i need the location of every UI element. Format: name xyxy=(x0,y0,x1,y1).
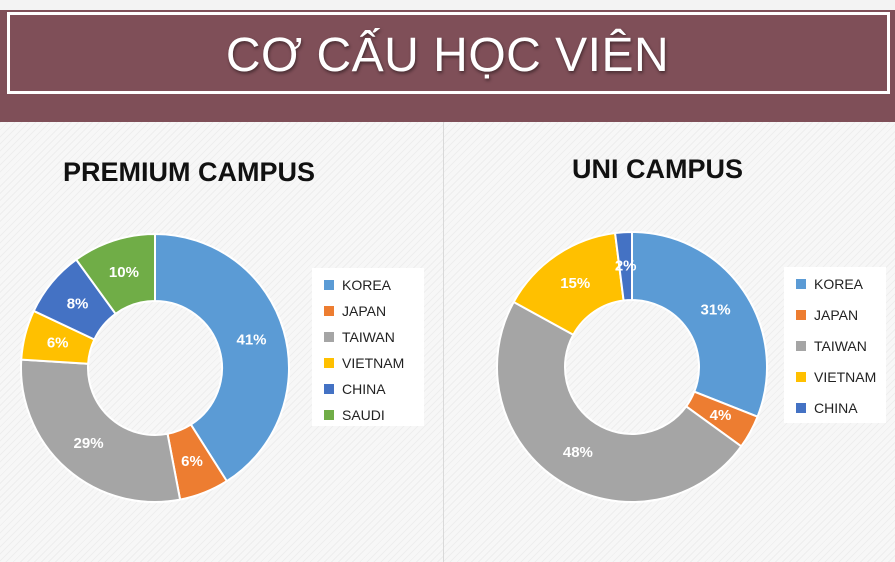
uni-legend-label-china: CHINA xyxy=(814,400,858,416)
premium-data-label-saudi: 10% xyxy=(109,264,139,281)
premium-legend-swatch-japan xyxy=(324,306,334,316)
premium-legend-item-taiwan: TAIWAN xyxy=(324,328,395,346)
premium-legend-item-china: CHINA xyxy=(324,380,386,398)
panel-divider xyxy=(443,122,444,562)
premium-slice-taiwan xyxy=(20,358,182,503)
premium-legend-swatch-taiwan xyxy=(324,332,334,342)
premium-data-label-china: 8% xyxy=(67,295,89,312)
premium-campus-legend: KOREA JAPAN TAIWAN VIETNAM CHINA SAUDI xyxy=(312,268,424,426)
uni-legend-item-taiwan: TAIWAN xyxy=(796,337,867,355)
premium-legend-label-china: CHINA xyxy=(342,381,386,397)
uni-legend-swatch-japan xyxy=(796,310,806,320)
header-banner: CƠ CẤU HỌC VIÊN xyxy=(0,0,895,122)
premium-legend-swatch-china xyxy=(324,384,334,394)
header-band xyxy=(0,10,895,122)
uni-legend-label-korea: KOREA xyxy=(814,276,864,292)
premium-legend-item-korea: KOREA xyxy=(324,276,391,294)
premium-data-label-japan: 6% xyxy=(181,453,203,470)
premium-legend-item-saudi: SAUDI xyxy=(324,406,385,424)
page-title: CƠ CẤU HỌC VIÊN xyxy=(225,29,670,82)
uni-legend-swatch-taiwan xyxy=(796,341,806,351)
uni-legend-swatch-korea xyxy=(796,279,806,289)
uni-legend-item-china: CHINA xyxy=(796,399,858,417)
uni-legend-item-korea: KOREA xyxy=(796,275,863,293)
premium-slice-saudi xyxy=(74,232,156,316)
premium-data-label-korea: 41% xyxy=(236,331,266,348)
premium-legend-swatch-vietnam xyxy=(324,358,334,368)
uni-legend-label-taiwan: TAIWAN xyxy=(814,338,867,354)
uni-legend-item-vietnam: VIETNAM xyxy=(796,368,876,386)
uni-legend-label-japan: JAPAN xyxy=(814,307,859,323)
uni-legend-label-vietnam: VIETNAM xyxy=(814,369,877,385)
premium-campus-title: PREMIUM CAMPUS xyxy=(63,157,316,187)
premium-legend-swatch-korea xyxy=(324,280,334,290)
premium-legend-label-saudi: SAUDI xyxy=(342,407,385,423)
premium-legend-label-taiwan: TAIWAN xyxy=(342,329,395,345)
uni-slice-taiwan xyxy=(496,300,743,503)
uni-data-label-china: 2% xyxy=(615,258,637,275)
uni-data-label-korea: 31% xyxy=(701,302,731,319)
uni-campus-title: UNI CAMPUS xyxy=(572,154,744,184)
header-frame xyxy=(7,12,890,94)
premium-slice-korea xyxy=(154,232,290,483)
premium-legend-item-japan: JAPAN xyxy=(324,302,386,320)
uni-campus-legend: KOREA JAPAN TAIWAN VIETNAM CHINA xyxy=(784,267,886,423)
premium-legend-label-korea: KOREA xyxy=(342,277,392,293)
premium-data-label-taiwan: 29% xyxy=(74,435,104,452)
premium-legend-item-vietnam: VIETNAM xyxy=(324,354,404,372)
uni-legend-swatch-china xyxy=(796,403,806,413)
uni-data-label-japan: 4% xyxy=(710,407,732,424)
uni-slice-china xyxy=(613,230,633,302)
uni-legend-item-japan: JAPAN xyxy=(796,306,858,324)
uni-slice-korea xyxy=(631,230,768,418)
uni-legend-swatch-vietnam xyxy=(796,372,806,382)
premium-data-label-vietnam: 6% xyxy=(47,335,69,352)
uni-data-label-taiwan: 48% xyxy=(563,444,593,461)
premium-legend-label-japan: JAPAN xyxy=(342,303,387,319)
premium-legend-label-vietnam: VIETNAM xyxy=(342,355,405,371)
premium-legend-swatch-saudi xyxy=(324,410,334,420)
uni-data-label-vietnam: 15% xyxy=(560,275,590,292)
